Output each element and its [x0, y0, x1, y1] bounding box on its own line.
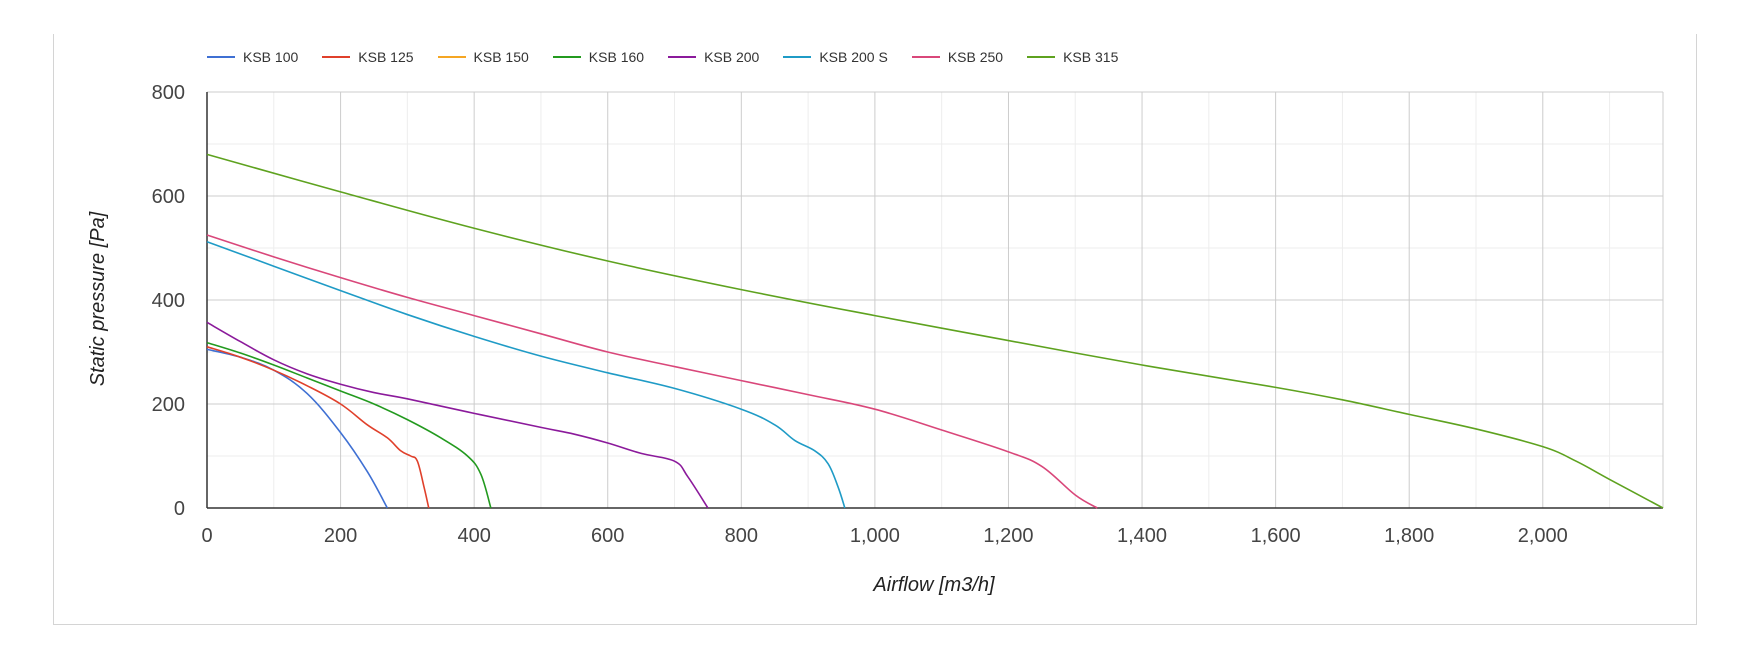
- legend-item-ksb-315[interactable]: KSB 315: [1027, 49, 1118, 65]
- legend-item-ksb-200-s[interactable]: KSB 200 S: [783, 49, 888, 65]
- y-tick-label: 0: [174, 498, 185, 520]
- legend-label: KSB 200 S: [819, 49, 888, 65]
- chart-grid: [207, 91, 1664, 508]
- series-line-ksb-100[interactable]: [206, 348, 389, 509]
- legend-item-ksb-125[interactable]: KSB 125: [322, 49, 414, 65]
- chart-labels: 0 200 400 600 800 1,000 1,200 1,400 1,600 1,800 2,…: [87, 82, 1568, 596]
- series-line-ksb-315[interactable]: [206, 153, 1664, 509]
- chart-axes: [206, 92, 1663, 509]
- chart-legend: KSB 100 KSB 125 KSB 150 KSB 160 KSB 200 KSB 2…: [207, 47, 1142, 67]
- y-tick-label: 400: [152, 290, 185, 312]
- legend-swatch: [322, 56, 351, 58]
- chart-series: [206, 153, 1664, 509]
- series-line-ksb-125[interactable]: [206, 346, 430, 509]
- x-tick-label: 1,000: [850, 525, 900, 547]
- y-tick-label: 200: [152, 394, 185, 416]
- legend-item-ksb-160[interactable]: KSB 160: [552, 49, 645, 65]
- legend-label: KSB 100: [243, 49, 299, 65]
- x-tick-label: 0: [201, 525, 212, 547]
- x-tick-label: 200: [324, 525, 357, 547]
- series-line-ksb-160[interactable]: [206, 341, 492, 509]
- y-axis-title: Static pressure [Pa]: [87, 211, 109, 386]
- x-tick-label: 800: [725, 525, 758, 547]
- legend-label: KSB 315: [1063, 49, 1119, 65]
- legend-swatch: [1027, 56, 1056, 58]
- x-tick-label: 1,400: [1117, 525, 1167, 547]
- series-line-ksb-200[interactable]: [206, 321, 709, 509]
- legend-swatch: [911, 56, 940, 58]
- legend-swatch: [552, 56, 581, 58]
- x-tick-label: 1,600: [1251, 525, 1301, 547]
- legend-label: KSB 160: [588, 49, 645, 65]
- y-tick-label: 600: [152, 186, 185, 208]
- x-tick-label: 1,800: [1384, 525, 1434, 547]
- legend-swatch: [668, 56, 697, 58]
- legend-item-ksb-100[interactable]: KSB 100: [207, 49, 298, 65]
- x-axis-title: Airflow [m3/h]: [872, 574, 995, 596]
- legend-swatch: [783, 56, 812, 58]
- legend-label: KSB 150: [473, 49, 529, 65]
- series-line-ksb-200-s[interactable]: [206, 241, 846, 509]
- x-tick-label: 600: [591, 525, 624, 547]
- legend-label: KSB 250: [947, 49, 1004, 65]
- x-tick-label: 2,000: [1518, 525, 1568, 547]
- legend-item-ksb-200[interactable]: KSB 200: [668, 49, 759, 65]
- legend-item-ksb-250[interactable]: KSB 250: [911, 49, 1004, 65]
- x-tick-label: 1,200: [983, 525, 1033, 547]
- x-tick-label: 400: [457, 525, 490, 547]
- legend-swatch: [207, 56, 235, 58]
- legend-item-ksb-150[interactable]: KSB 150: [437, 49, 529, 65]
- legend-label: KSB 125: [358, 49, 414, 65]
- legend-swatch: [437, 56, 466, 58]
- y-tick-label: 800: [152, 82, 185, 104]
- legend-label: KSB 200: [704, 49, 760, 65]
- series-line-ksb-250[interactable]: [206, 234, 1098, 509]
